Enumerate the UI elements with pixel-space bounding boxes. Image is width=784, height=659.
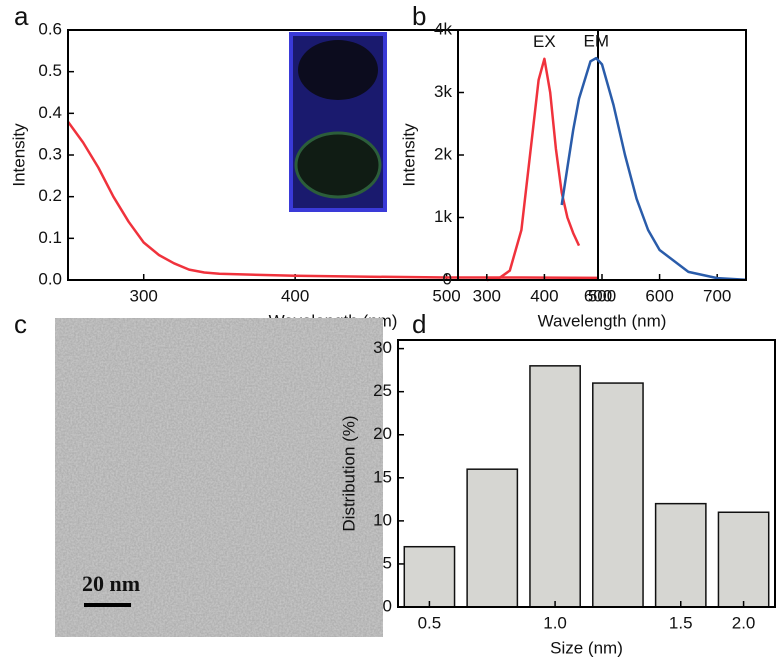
y-tick-label: 2k <box>434 144 452 163</box>
x-tick-label: 600 <box>584 286 612 305</box>
y-tick-label: 20 <box>373 424 392 443</box>
x-tick-label: 500 <box>588 286 616 305</box>
scale-bar-label: 20 nm <box>82 571 140 596</box>
x-tick-label: 300 <box>130 286 158 305</box>
y-tick-label: 0.2 <box>38 186 62 205</box>
y-axis-label: Intensity <box>399 123 418 187</box>
y-axis-label: Intensity <box>9 123 28 187</box>
x-tick-label: 400 <box>530 286 558 305</box>
panel-label: a <box>14 1 29 31</box>
x-tick-label: 400 <box>281 286 309 305</box>
bar <box>466 468 519 608</box>
plot-frame <box>397 339 776 608</box>
y-tick-label: 0 <box>443 269 452 288</box>
y-tick-label: 4k <box>434 19 452 38</box>
x-tick-label: 700 <box>703 286 731 305</box>
y-axis-label: Distribution (%) <box>339 415 358 531</box>
data-line <box>66 120 599 280</box>
tem-texture <box>55 318 383 637</box>
x-tick-label: 300 <box>473 286 501 305</box>
panel-label: c <box>14 309 27 339</box>
y-tick-label: 0.6 <box>38 19 62 38</box>
y-tick-label: 15 <box>373 467 392 486</box>
inset-glow <box>289 32 387 212</box>
x-tick-label: 1.0 <box>543 613 567 632</box>
bar <box>717 511 770 608</box>
x-tick-label: 500 <box>432 286 460 305</box>
series-label: EM <box>583 32 609 51</box>
inset-vial-top <box>298 40 378 100</box>
y-tick-label: 1k <box>434 207 452 226</box>
bar <box>403 545 456 608</box>
plot-frame <box>457 29 747 281</box>
series-label: EX <box>533 32 556 51</box>
y-tick-label: 30 <box>373 338 392 357</box>
y-tick-label: 0.3 <box>38 144 62 163</box>
bar <box>592 382 644 608</box>
y-tick-label: 10 <box>373 510 392 529</box>
panel-label: d <box>412 309 426 339</box>
plot-frame <box>67 29 599 281</box>
y-tick-label: 5 <box>383 553 392 572</box>
x-tick-label: 0.5 <box>418 613 442 632</box>
data-line <box>486 57 581 282</box>
y-tick-label: 3k <box>434 82 452 101</box>
x-tick-label: 2.0 <box>732 613 756 632</box>
x-axis-label: Size (nm) <box>550 638 623 657</box>
x-axis-label: Wavelength (nm) <box>538 311 667 330</box>
y-tick-label: 0 <box>383 596 392 615</box>
y-tick-label: 0.1 <box>38 228 62 247</box>
inset-vial-bottom <box>294 131 382 199</box>
y-tick-label: 25 <box>373 381 392 400</box>
bar <box>529 365 581 608</box>
bar <box>654 502 707 608</box>
y-tick-label: 0.5 <box>38 61 62 80</box>
panel-label: b <box>412 1 426 31</box>
x-tick-label: 1.5 <box>669 613 693 632</box>
y-tick-label: 0.0 <box>38 269 62 288</box>
y-tick-label: 0.4 <box>38 103 62 122</box>
data-line <box>560 56 747 281</box>
x-tick-label: 600 <box>645 286 673 305</box>
